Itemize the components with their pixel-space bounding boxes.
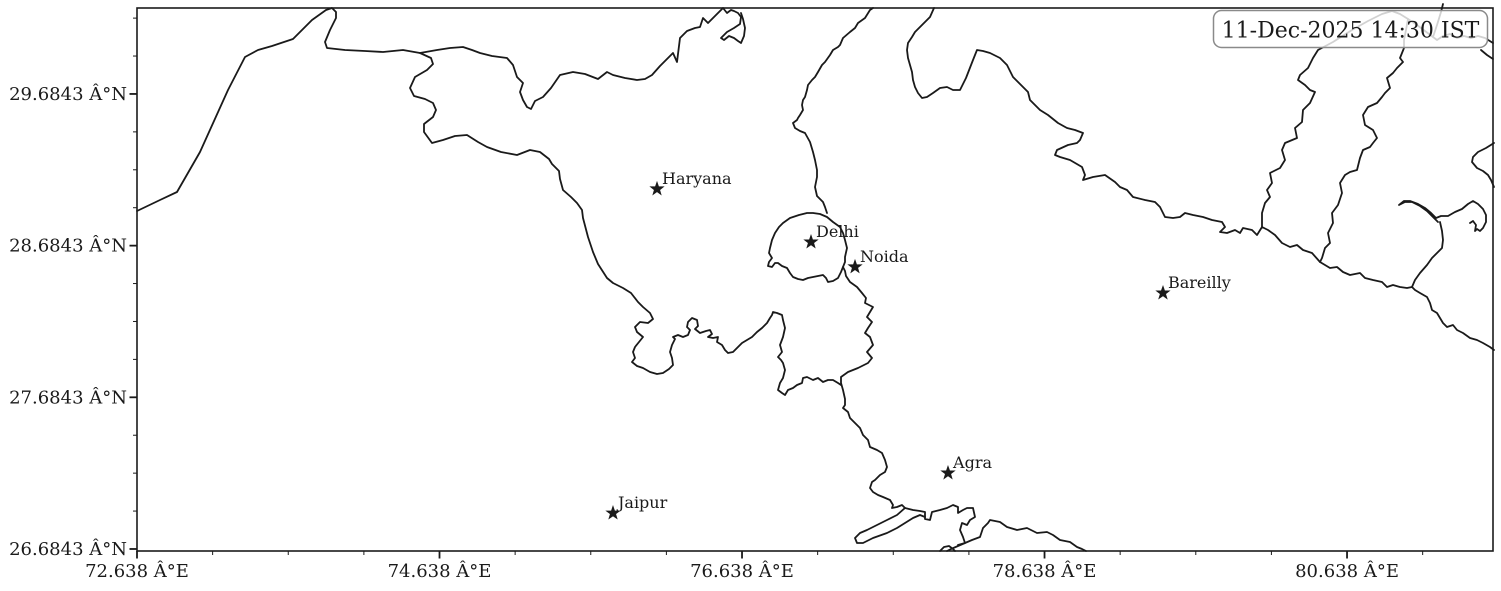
timestamp-text: 11-Dec-2025 14:30 IST bbox=[1222, 19, 1480, 44]
x-tick-label: 76.638 Â°E bbox=[690, 559, 794, 582]
boundary-river-islet bbox=[939, 545, 956, 552]
x-tick-label: 78.638 Â°E bbox=[993, 559, 1097, 582]
timestamp-box bbox=[1212, 9, 1489, 49]
axes-layer: 72.638 Â°E 74.638 Â°E 76.638 Â°E 78.638 Â°E… bbox=[9, 7, 1494, 582]
boundary-haryana-rajasthan-border bbox=[409, 52, 842, 396]
x-tick-label: 72.638 Â°E bbox=[85, 559, 189, 582]
boundary-yamuna-river-upper bbox=[792, 7, 874, 214]
boundary-delhi-boundary bbox=[767, 212, 848, 283]
boundary-nepal-border-ridge bbox=[1398, 200, 1487, 232]
plot-frame bbox=[136, 7, 1494, 552]
y-tick-label: 29.6843 Â°N bbox=[9, 82, 127, 105]
boundary-uttarakhand-east-border bbox=[1319, 18, 1409, 263]
star-marker-icon bbox=[940, 464, 956, 480]
y-tick-label: 28.6843 Â°N bbox=[9, 234, 127, 257]
boundary-uttar-pradesh-south-border bbox=[957, 519, 1087, 552]
x-tick-label: 80.638 Â°E bbox=[1295, 559, 1399, 582]
city-label: Haryana bbox=[662, 169, 732, 188]
boundaries-layer bbox=[136, 3, 1495, 552]
star-marker-icon bbox=[803, 233, 819, 249]
boundary-uttarakhand-south-border bbox=[906, 7, 1495, 351]
city-label: Noida bbox=[860, 247, 909, 266]
boundary-yamuna-river-lower bbox=[840, 266, 976, 552]
star-marker-icon bbox=[1155, 284, 1171, 300]
city-label: Agra bbox=[952, 453, 992, 472]
y-tick-label: 26.6843 Â°N bbox=[9, 537, 127, 560]
boundary-river-sliver bbox=[854, 507, 926, 544]
boundary-right-edge-claw bbox=[1471, 142, 1495, 188]
y-tick-label: 27.6843 Â°N bbox=[9, 385, 127, 408]
star-marker-icon bbox=[605, 505, 621, 520]
timestamp-layer: 11-Dec-2025 14:30 IST bbox=[1212, 9, 1489, 49]
star-marker-icon bbox=[847, 258, 863, 274]
star-marker-icon bbox=[649, 180, 665, 196]
city-label: Delhi bbox=[816, 222, 859, 241]
boundary-border-fragment-right bbox=[1480, 49, 1494, 60]
boundary-punjab-himachal-border bbox=[136, 7, 746, 212]
boundary-nepal-border-tail bbox=[1411, 221, 1444, 288]
x-tick-label: 74.638 Â°E bbox=[388, 559, 492, 582]
city-label: Bareilly bbox=[1168, 273, 1231, 292]
city-label: Jaipur bbox=[616, 493, 668, 512]
